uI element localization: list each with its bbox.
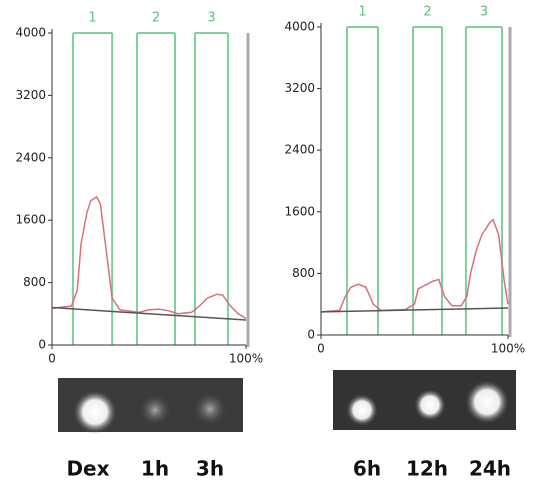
y-tick-label: 2400 <box>15 150 46 164</box>
sample-label: 12h <box>406 457 448 481</box>
y-tick-label: 3200 <box>15 88 46 102</box>
y-tick-label: 800 <box>292 266 315 280</box>
y-tick-label: 800 <box>23 275 46 289</box>
lane-label: 1 <box>88 11 96 26</box>
y-tick-label: 4000 <box>15 26 46 40</box>
x-tick-label: 100% <box>491 342 525 356</box>
gel-right <box>333 370 516 430</box>
lane-label: 2 <box>423 5 431 20</box>
lane-label: 3 <box>207 11 215 26</box>
sample-label: 24h <box>469 457 511 481</box>
sample-label: 6h <box>353 457 381 481</box>
y-tick-label: 0 <box>307 328 315 342</box>
sample-label: Dex <box>66 457 109 481</box>
y-tick-label: 1600 <box>15 213 46 227</box>
y-tick-label: 1600 <box>284 204 315 218</box>
y-tick-label: 4000 <box>284 20 315 34</box>
lane-label: 1 <box>358 5 366 20</box>
figure: 1 2 3 0 800 1600 2400 3200 4000 0 100% Dex 1h 3h 1 2 3 0 8… <box>0 0 533 482</box>
sample-label: 1h <box>141 457 169 481</box>
y-tick-label: 0 <box>38 338 46 352</box>
x-tick-label: 0 <box>48 352 56 366</box>
lane-label: 3 <box>480 5 488 20</box>
profile-line <box>52 197 246 319</box>
x-tick-label: 100% <box>229 352 263 366</box>
x-tick-label: 0 <box>317 342 325 356</box>
profile-line <box>321 220 508 312</box>
sample-label: 3h <box>196 457 224 481</box>
y-tick-label: 2400 <box>284 143 315 157</box>
baseline <box>321 308 508 312</box>
gel-left <box>58 378 243 434</box>
y-tick-label: 3200 <box>284 81 315 95</box>
lane-label: 2 <box>152 11 160 26</box>
